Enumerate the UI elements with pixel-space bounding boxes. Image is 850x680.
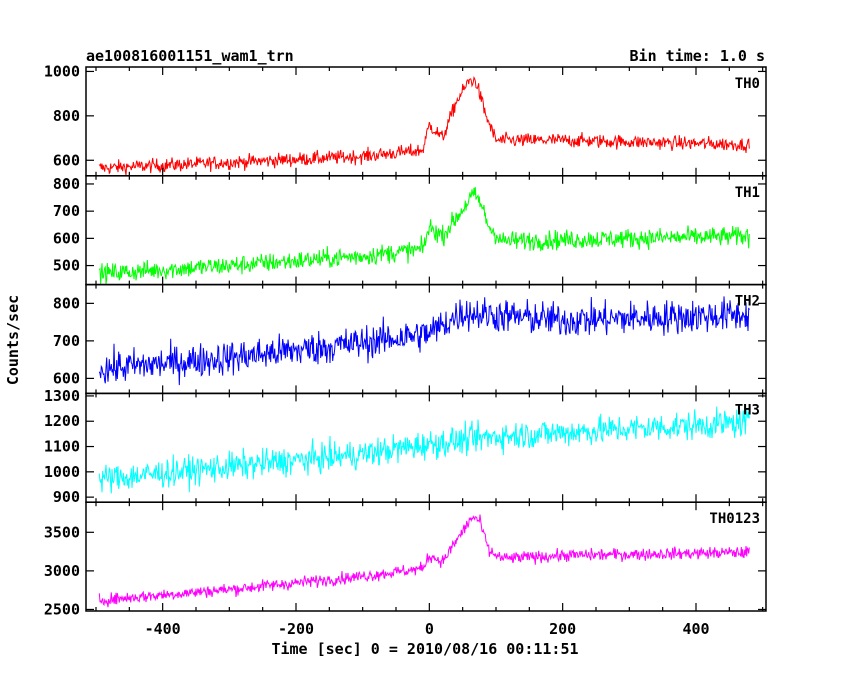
- chart-panels: 600 800 1000 TH0 500 600 700 800 TH1 600 700 800 TH2…: [44, 62, 767, 618]
- y-tick-label: 700: [53, 202, 80, 220]
- y-tick-label: 500: [53, 257, 80, 275]
- panel-th0123: 2500 3000 3500 TH0123: [44, 501, 767, 618]
- y-tick-label: 800: [53, 294, 80, 312]
- y-tick-label: 700: [53, 332, 80, 350]
- series-line-th3: [98, 406, 750, 494]
- panel-th1: 500 600 700 800 TH1: [53, 175, 767, 286]
- y-tick-label: 3000: [44, 562, 80, 580]
- y-axis-label: Counts/sec: [4, 295, 22, 385]
- series-line-th2: [98, 296, 750, 386]
- y-tick-label: 800: [53, 175, 80, 193]
- y-tick-label: 600: [53, 151, 80, 169]
- panel-label-th3: TH3: [735, 402, 760, 418]
- x-tick-label: -400: [145, 620, 181, 638]
- y-tick-label: 3500: [44, 523, 80, 541]
- y-tick-label: 1200: [44, 412, 80, 430]
- panel-label-th0123: TH0123: [709, 511, 760, 527]
- panel-th2: 600 700 800 TH2: [53, 283, 767, 395]
- panel-th0: 600 800 1000 TH0: [44, 62, 767, 177]
- panel-label-th1: TH1: [735, 185, 760, 201]
- y-tick-label: 1100: [44, 438, 80, 456]
- series-line-th0: [98, 75, 750, 176]
- x-tick-label: 200: [549, 620, 576, 638]
- y-tick-label: 900: [53, 488, 80, 506]
- series-line-th0123: [98, 514, 750, 608]
- figure-title: ae100816001151_wam1_trn: [86, 47, 294, 65]
- y-tick-label: 600: [53, 369, 80, 387]
- panel-label-th2: TH2: [735, 294, 760, 310]
- y-tick-label: 600: [53, 229, 80, 247]
- x-axis: -400 -200 0 200 400: [145, 620, 710, 638]
- x-tick-label: 0: [425, 620, 434, 638]
- x-axis-label: Time [sec] 0 = 2010/08/16 00:11:51: [271, 640, 578, 658]
- x-tick-label: -200: [278, 620, 314, 638]
- panel-frame: [85, 501, 767, 612]
- y-tick-label: 2500: [44, 600, 80, 618]
- x-tick-label: 400: [682, 620, 709, 638]
- y-tick-label: 800: [53, 107, 80, 125]
- y-tick-label: 1300: [44, 387, 80, 405]
- y-tick-label: 1000: [44, 62, 80, 80]
- bin-time-label: Bin time: 1.0 s: [630, 47, 765, 65]
- series-line-th1: [98, 187, 750, 285]
- panel-label-th0: TH0: [735, 76, 760, 92]
- panel-th3: 900 1000 1100 1200 1300 TH3: [44, 387, 767, 506]
- y-tick-label: 1000: [44, 463, 80, 481]
